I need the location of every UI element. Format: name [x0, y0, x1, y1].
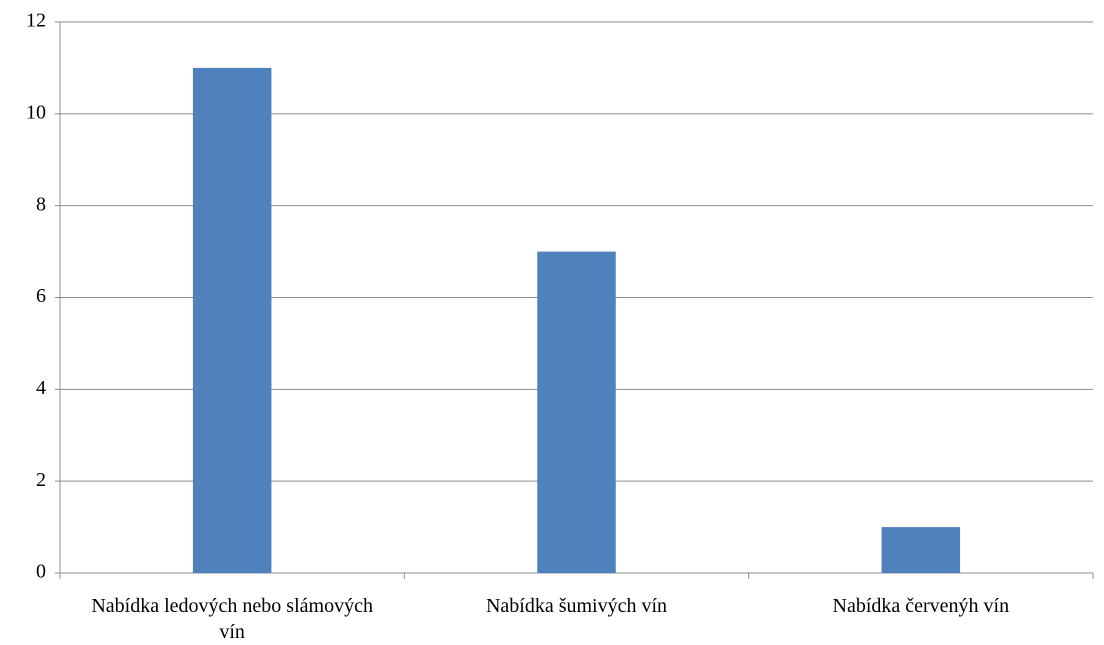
bar — [881, 527, 961, 573]
y-tick-label: 6 — [36, 285, 46, 307]
x-tick-label: Nabídka ledových nebo slámových vín — [91, 595, 373, 643]
y-tick-label: 2 — [36, 469, 46, 491]
bar — [192, 67, 272, 574]
x-tick-label: Nabídka červenýh vín — [832, 595, 1010, 617]
y-tick-label: 0 — [36, 561, 46, 583]
y-tick-label: 4 — [36, 377, 46, 399]
bar — [537, 251, 616, 574]
y-tick-label: 10 — [26, 101, 46, 123]
y-tick-label: 12 — [26, 10, 46, 32]
y-tick-label: 8 — [36, 193, 46, 215]
x-tick-label: Nabídka šumivých vín — [485, 595, 668, 617]
